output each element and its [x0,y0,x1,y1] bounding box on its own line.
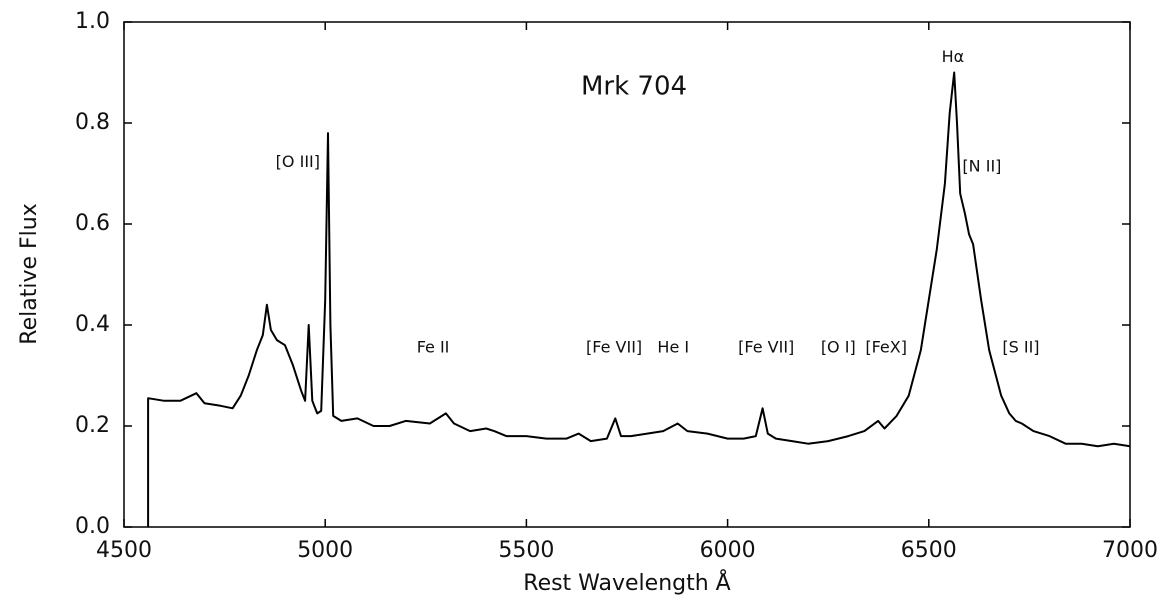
y-tick-label: 0.2 [75,413,110,438]
annotation: [O I] [821,338,856,357]
plot-frame [123,21,1131,528]
y-tick-label: 0.6 [75,211,110,236]
x-tick-label: 6500 [901,538,957,563]
x-tick-label: 6000 [700,538,756,563]
y-tick-label: 0.0 [75,514,110,539]
annotation: He I [657,338,689,357]
y-tick-label: 0.4 [75,312,110,337]
annotation: [N II] [962,156,1001,175]
x-axis-label: Rest Wavelength Å [523,569,730,596]
spectrum-line [147,71,1131,527]
x-tick-label: 5500 [498,538,554,563]
annotation: [O III] [276,152,320,171]
annotation: [Fe VII] [738,338,794,357]
x-tick-label: 5000 [297,538,353,563]
y-tick-label: 0.8 [75,110,110,135]
y-axis-label: Relative Flux [17,203,42,344]
chart-title: Mrk 704 [581,72,687,102]
annotation: [Fe VII] [586,338,642,357]
annotation: [FeX] [865,338,907,357]
y-tick-label: 1.0 [75,9,110,34]
x-tick-label: 4500 [96,538,152,563]
annotation: Hα [942,47,965,66]
x-tick-label: 7000 [1102,538,1158,563]
annotation: [S II] [1002,338,1039,357]
annotation: Fe II [417,338,450,357]
